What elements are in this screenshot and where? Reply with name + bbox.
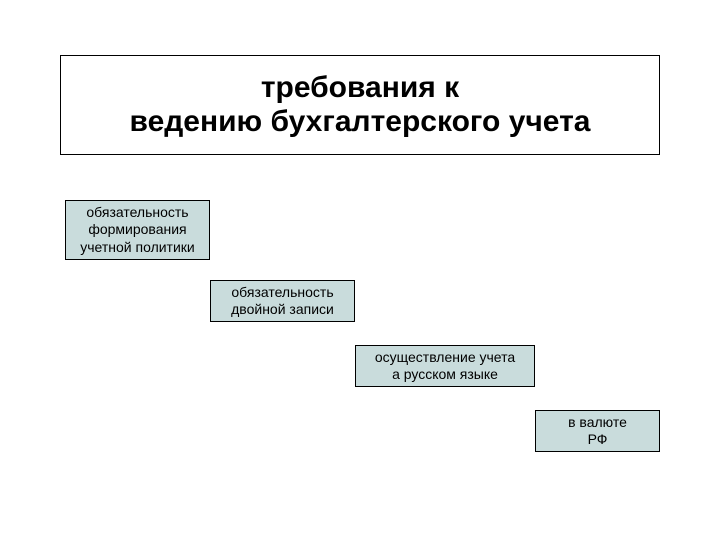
diagram-item-label: обязательностьдвойной записи bbox=[231, 284, 334, 319]
diagram-item-2: осуществление учетаа русском языке bbox=[355, 345, 535, 387]
diagram-item-3: в валютеРФ bbox=[535, 410, 660, 452]
diagram-item-1: обязательностьдвойной записи bbox=[210, 280, 355, 322]
diagram-item-label: обязательностьформированияучетной полити… bbox=[80, 204, 194, 257]
diagram-item-0: обязательностьформированияучетной полити… bbox=[65, 200, 210, 260]
diagram-title: требования кведению бухгалтерского учета bbox=[60, 55, 660, 155]
diagram-title-text: требования кведению бухгалтерского учета bbox=[130, 71, 591, 140]
diagram-item-label: осуществление учетаа русском языке bbox=[375, 349, 515, 384]
diagram-item-label: в валютеРФ bbox=[568, 414, 627, 449]
